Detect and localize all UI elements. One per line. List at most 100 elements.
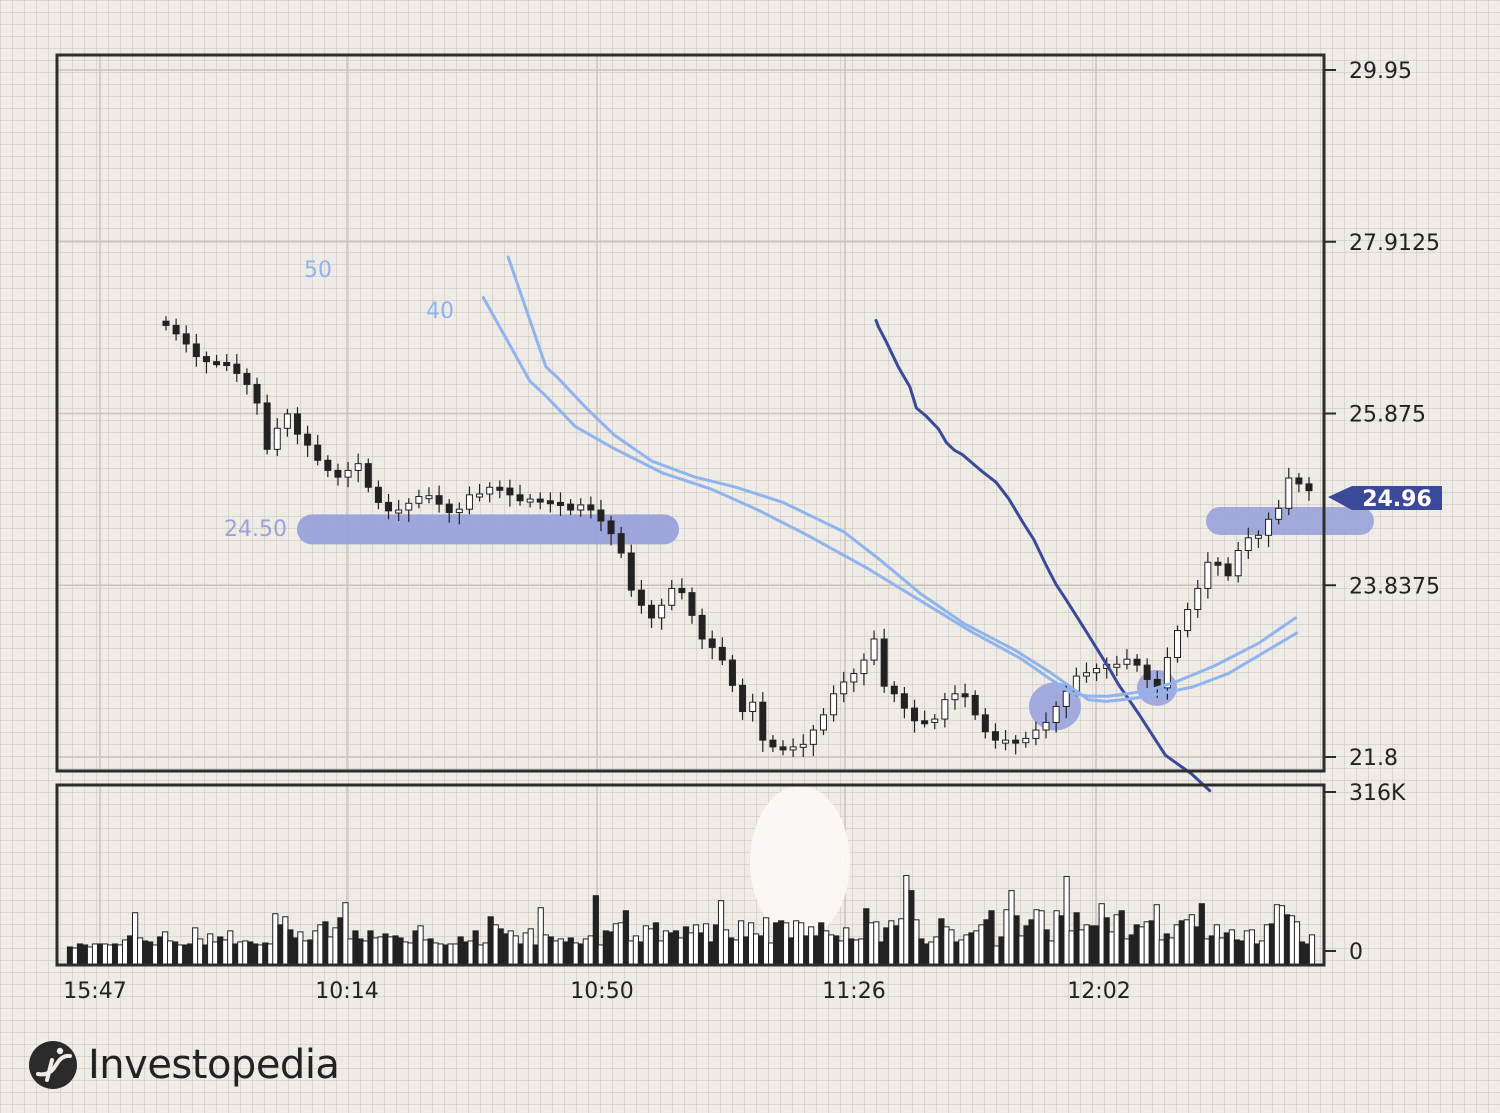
volume-bar <box>778 920 785 966</box>
volume-bar <box>928 941 935 966</box>
volume-bar <box>1158 939 1165 966</box>
volume-bar <box>562 941 569 966</box>
volume-bar <box>357 938 364 966</box>
volume-bar <box>182 944 189 966</box>
volume-bar <box>132 912 139 966</box>
volume-bar <box>1043 929 1050 966</box>
volume-bar <box>707 941 715 966</box>
volume-bar <box>557 938 564 966</box>
candle-body <box>314 444 322 461</box>
volume-bar <box>863 908 870 966</box>
volume-bar <box>672 930 680 966</box>
volume-bar <box>1188 914 1195 966</box>
volume-bar <box>542 934 549 966</box>
candle-body <box>293 413 301 435</box>
volume-bar <box>242 940 249 966</box>
volume-bar <box>457 936 464 966</box>
volume-bar <box>1303 943 1311 966</box>
volume-bar <box>307 939 314 966</box>
candle-body <box>567 503 575 511</box>
volume-bar <box>692 924 700 966</box>
candle-body <box>900 693 908 709</box>
volume-bar <box>147 941 154 966</box>
volume-bar <box>592 895 599 966</box>
candlesticks <box>162 316 1313 757</box>
candle-body <box>263 402 271 450</box>
volume-bar <box>212 941 219 966</box>
candle-body <box>607 520 615 535</box>
volume-bar <box>472 930 479 966</box>
volume-bar <box>843 927 850 966</box>
volume-bar <box>1253 943 1261 966</box>
volume-bar <box>447 943 454 966</box>
volume-bar <box>758 935 765 966</box>
volume-bar <box>1013 915 1020 966</box>
volume-bar <box>96 943 104 966</box>
candle-body <box>1032 729 1040 739</box>
volume-bar <box>532 944 539 966</box>
volume-bar <box>783 922 790 966</box>
time-tick-label: 15:47 <box>63 979 126 1004</box>
volume-bar <box>697 932 705 966</box>
volume-bar <box>237 941 244 966</box>
candle-body <box>506 487 514 496</box>
brand-name: Investopedia <box>88 1042 340 1088</box>
volume-bar <box>287 929 294 966</box>
volume-bar <box>943 926 950 966</box>
candle-body <box>1285 477 1293 509</box>
candle-body <box>941 699 949 720</box>
candle-body <box>1012 739 1020 744</box>
candle-body <box>465 494 473 510</box>
volume-bar <box>477 944 484 966</box>
volume-bar <box>262 942 269 966</box>
volume-bar <box>1273 904 1281 966</box>
volume-bar <box>798 922 805 966</box>
volume-bar <box>392 935 399 966</box>
candle-body <box>192 343 200 358</box>
volume-bar <box>452 943 459 966</box>
candle-body <box>658 604 666 619</box>
volume-bar <box>828 934 835 966</box>
volume-bar <box>1268 923 1276 966</box>
volume-bar <box>342 902 349 966</box>
volume-bar <box>712 924 720 966</box>
volume-bar <box>893 925 900 966</box>
volume-bar <box>332 927 339 966</box>
volume-bar <box>1203 938 1210 966</box>
volume-bar <box>1243 930 1250 966</box>
candle-body <box>668 587 676 606</box>
volume-bar <box>1078 929 1085 966</box>
volume-bar <box>106 944 114 966</box>
volume-bar <box>1133 924 1140 966</box>
candle-body <box>385 501 393 512</box>
volume-bar <box>1283 914 1291 966</box>
volume-bar <box>512 935 519 966</box>
volume-bar <box>282 916 289 966</box>
volume-bar <box>382 933 389 966</box>
moving-average-50-line <box>481 296 1297 698</box>
candle-body <box>648 604 656 619</box>
time-tick-label: 12:02 <box>1067 979 1130 1004</box>
volume-bar <box>617 922 624 966</box>
volume-bar <box>1163 933 1170 966</box>
volume-bar <box>162 931 169 966</box>
candle-body <box>425 495 433 500</box>
candle-body <box>334 469 342 478</box>
volume-bar <box>492 924 499 966</box>
volume-bar <box>1193 926 1200 966</box>
volume-bar <box>803 935 810 966</box>
volume-bar <box>86 946 94 966</box>
volume-bar <box>567 937 574 966</box>
candle-body <box>617 533 625 554</box>
volume-bar <box>187 943 194 966</box>
volume-bar <box>527 928 534 966</box>
volume-bar <box>813 935 820 966</box>
volume-bar <box>572 942 579 966</box>
volume-bar <box>908 890 915 966</box>
volume-bar <box>1103 917 1110 966</box>
volume-bar <box>522 932 529 966</box>
candle-body <box>911 707 919 722</box>
volume-bar <box>818 922 825 966</box>
volume-bar <box>763 917 770 966</box>
volume-bar <box>81 944 89 966</box>
